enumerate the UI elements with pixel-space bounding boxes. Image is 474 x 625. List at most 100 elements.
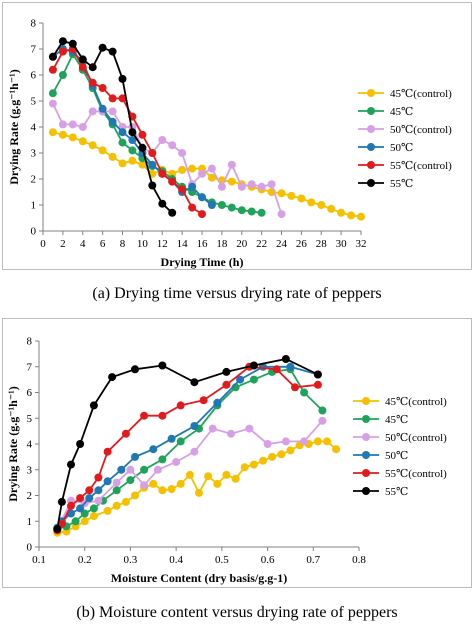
- series-55C_control: [48, 45, 206, 219]
- series-45C_control: [53, 437, 341, 537]
- data-point: [227, 203, 236, 212]
- data-point: [237, 182, 246, 191]
- data-point: [318, 416, 327, 425]
- y-tick-label: 8: [27, 336, 33, 348]
- x-axis-title: Moisture Content (dry basis/g.g-1): [111, 571, 287, 585]
- data-point: [199, 396, 208, 405]
- y-tick-label: 0: [27, 542, 33, 554]
- data-point: [178, 165, 187, 174]
- x-tick-label: 32: [356, 238, 367, 250]
- legend-marker: [367, 107, 375, 115]
- data-point: [118, 128, 127, 137]
- y-tick-label: 7: [31, 44, 37, 56]
- data-point: [247, 207, 256, 216]
- data-point: [128, 128, 137, 137]
- series-50C_control: [53, 416, 327, 535]
- data-point: [149, 479, 158, 488]
- x-tick-label: 8: [120, 238, 126, 250]
- x-tick-label: 22: [256, 238, 267, 250]
- data-point: [76, 494, 85, 503]
- data-point: [236, 375, 245, 384]
- data-point: [128, 156, 137, 165]
- y-tick-label: 4: [31, 122, 37, 134]
- data-point: [327, 204, 336, 213]
- data-point: [48, 52, 57, 61]
- data-point: [85, 494, 94, 503]
- data-point: [80, 509, 89, 518]
- series-55C: [53, 355, 322, 533]
- data-point: [263, 440, 272, 448]
- data-point: [257, 182, 266, 191]
- series-45C: [48, 50, 266, 217]
- series-50C_control: [48, 99, 286, 219]
- y-tick-label: 2: [27, 490, 33, 502]
- data-point: [245, 424, 254, 433]
- data-point: [158, 411, 167, 420]
- y-tick-label: 4: [27, 439, 33, 451]
- data-point: [188, 182, 197, 191]
- y-tick-label: 6: [27, 387, 33, 399]
- data-point: [118, 138, 127, 147]
- legend-label: 55℃(control): [385, 468, 447, 480]
- data-point: [88, 63, 97, 72]
- x-tick-label: 0.7: [306, 554, 320, 566]
- data-point: [167, 434, 176, 443]
- x-tick-label: 20: [236, 238, 248, 250]
- y-tick-label: 6: [31, 70, 37, 82]
- x-tick-label: 30: [336, 238, 348, 250]
- data-point: [317, 201, 326, 209]
- moisture-content-chart: 0 1 2 3 4 5 6 7 8 0.1 0.2 0.3 0.4 0.5 0.6 0.7 0.8 Moistur…: [6, 336, 447, 586]
- data-point: [231, 474, 240, 483]
- data-point: [168, 208, 177, 217]
- legend-label: 45℃: [390, 106, 413, 118]
- y-tick-label: 8: [31, 18, 37, 30]
- data-point: [249, 375, 258, 384]
- data-point: [126, 465, 135, 474]
- data-point: [347, 211, 356, 220]
- data-point: [78, 123, 87, 131]
- data-point: [80, 517, 89, 526]
- data-point: [188, 203, 197, 212]
- data-point: [58, 71, 67, 79]
- data-point: [76, 504, 85, 513]
- data-point: [94, 486, 103, 495]
- x-tick-label: 10: [137, 238, 149, 250]
- data-point: [267, 180, 276, 189]
- data-point: [318, 406, 327, 415]
- data-point: [108, 107, 117, 116]
- data-point: [103, 506, 112, 515]
- data-point: [126, 476, 135, 485]
- x-tick-label: 28: [316, 238, 328, 250]
- data-point: [185, 470, 194, 479]
- data-point: [158, 486, 167, 495]
- data-point: [195, 488, 203, 497]
- legend-label: 55℃: [385, 486, 408, 498]
- x-tick-label: 24: [276, 238, 288, 250]
- data-point: [158, 455, 167, 464]
- data-point: [153, 465, 162, 474]
- legend-marker: [367, 143, 375, 151]
- data-point: [208, 424, 217, 433]
- data-point: [138, 130, 147, 139]
- data-point: [190, 422, 199, 430]
- legend-marker: [367, 161, 375, 169]
- data-point: [207, 173, 216, 182]
- y-tick-label: 2: [31, 174, 37, 186]
- data-point: [140, 411, 149, 420]
- data-point: [131, 491, 139, 500]
- data-point: [176, 437, 185, 446]
- series-line: [52, 103, 283, 215]
- legend-marker: [362, 397, 370, 405]
- data-point: [131, 452, 139, 461]
- data-point: [88, 107, 97, 116]
- data-point: [78, 63, 87, 72]
- data-point: [188, 164, 197, 173]
- legend-label: 50℃(control): [385, 432, 447, 444]
- y-tick-label: 3: [31, 148, 37, 160]
- data-point: [227, 429, 235, 438]
- data-point: [131, 365, 139, 374]
- chart-caption-a: (a) Drying time versus drying rate of pe…: [92, 285, 382, 302]
- y-axis-title: Drying Rate (g.g⁻¹h⁻¹): [7, 69, 21, 185]
- data-point: [67, 501, 75, 510]
